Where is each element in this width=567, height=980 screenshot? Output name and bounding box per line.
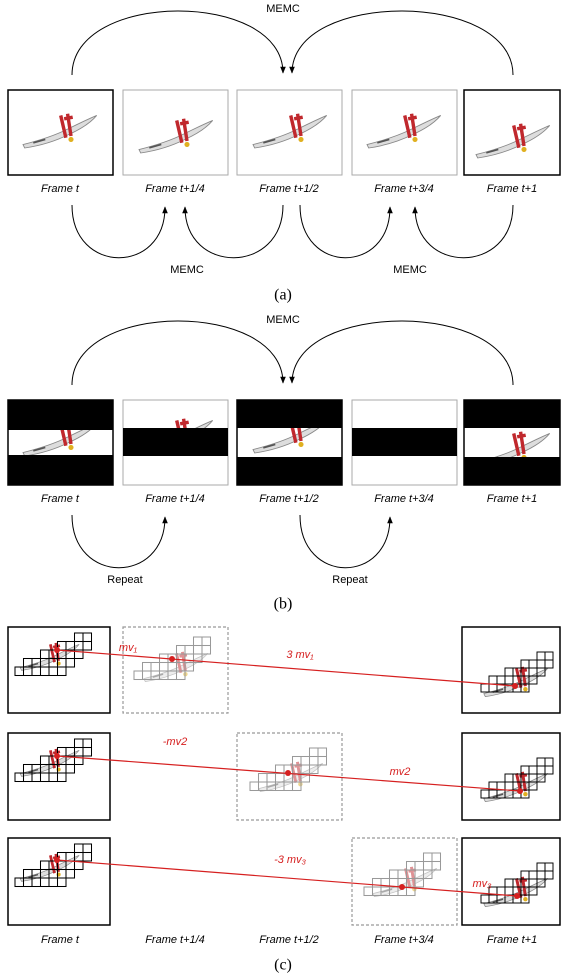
arc-label: MEMC — [170, 264, 204, 276]
masked-band — [8, 455, 113, 485]
frame-label: Frame t+3/4 — [374, 493, 434, 505]
motion-label: mv2 — [390, 766, 411, 778]
arc — [72, 11, 283, 75]
point — [285, 770, 291, 776]
frame-label: Frame t+1/2 — [259, 934, 319, 946]
frame — [352, 838, 457, 925]
caption: (a) — [274, 287, 292, 304]
arc — [185, 205, 283, 258]
arc — [72, 321, 283, 385]
arc — [72, 205, 165, 258]
point — [169, 656, 175, 662]
motion-label: 3 mv₁ — [286, 649, 314, 661]
arc — [415, 205, 513, 258]
frame-label: Frame t — [41, 493, 80, 505]
frame-label: Frame t+3/4 — [374, 934, 434, 946]
motion-label: -3 mv₃ — [274, 854, 307, 866]
motion-label: mv₁ — [119, 642, 138, 654]
point — [54, 647, 60, 653]
caption: (c) — [274, 957, 292, 974]
figure: MEMC Frame t Frame t+1/4 Frame t+1/2 Fra… — [0, 0, 567, 980]
panel-c: mv₁ 3 mv₁ -mv2 mv2 -3 mv₃ mv₃ Frame t Fr… — [8, 627, 560, 974]
point — [512, 683, 518, 689]
arc — [300, 515, 390, 568]
arc-label: MEMC — [266, 314, 300, 326]
panel-b: MEMC Frame t Frame t+1/4 Frame t+1/2 Fra… — [8, 314, 560, 613]
frame-label: Frame t+1/4 — [145, 183, 205, 195]
point — [399, 884, 405, 890]
frame-label: Frame t — [41, 183, 80, 195]
frame-label: Frame t+3/4 — [374, 183, 434, 195]
masked-band — [237, 457, 342, 485]
point — [54, 753, 60, 759]
arc-label: MEMC — [266, 3, 300, 15]
frame-label: Frame t+1 — [487, 934, 537, 946]
frame-label: Frame t+1/2 — [259, 183, 319, 195]
frame — [464, 90, 560, 175]
masked-band — [123, 428, 228, 456]
panel-a: MEMC Frame t Frame t+1/4 Frame t+1/2 Fra… — [8, 3, 560, 304]
caption: (b) — [274, 596, 293, 613]
frame-label: Frame t+1/4 — [145, 934, 205, 946]
motion-label: mv₃ — [472, 878, 492, 890]
point — [517, 788, 523, 794]
arc-label: Repeat — [107, 574, 142, 586]
arc — [72, 515, 165, 568]
point — [514, 893, 520, 899]
arc — [292, 11, 513, 75]
motion-label: -mv2 — [163, 736, 187, 748]
masked-band — [352, 428, 457, 456]
frame-label: Frame t+1 — [487, 183, 537, 195]
frame-label: Frame t+1 — [487, 493, 537, 505]
frame — [123, 90, 228, 175]
masked-band — [464, 400, 560, 428]
masked-band — [8, 400, 113, 430]
masked-band — [237, 400, 342, 428]
arc — [300, 205, 390, 258]
point — [54, 857, 60, 863]
arc-label: MEMC — [393, 264, 427, 276]
arc — [292, 321, 513, 385]
frame-label: Frame t — [41, 934, 80, 946]
frame-label: Frame t+1/2 — [259, 493, 319, 505]
arc-label: Repeat — [332, 574, 367, 586]
frame-label: Frame t+1/4 — [145, 493, 205, 505]
masked-band — [464, 457, 560, 485]
